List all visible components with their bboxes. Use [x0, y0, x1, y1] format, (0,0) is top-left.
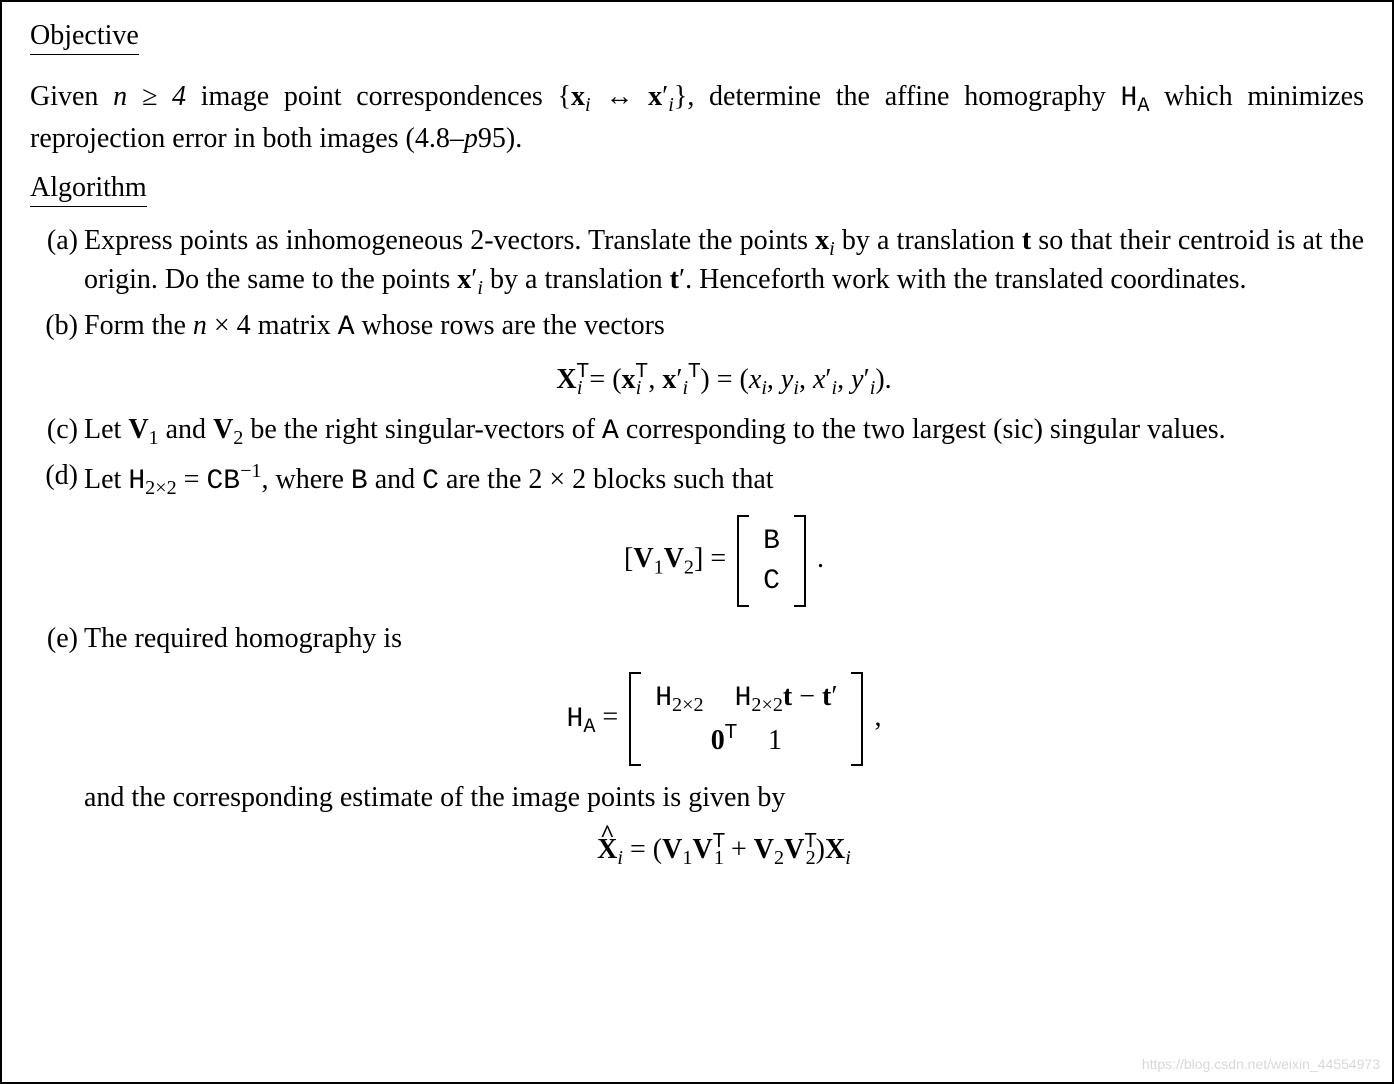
text: Given [30, 81, 113, 112]
matrix-cell-21: 0T [699, 719, 749, 760]
matrix-cell-B: B [751, 523, 792, 561]
step-c-marker: (c) [30, 412, 78, 449]
text: be the right singular-vectors of [243, 414, 602, 445]
math-B: B [351, 466, 368, 497]
text: Express points as inhomogeneous 2-vector… [84, 225, 815, 256]
watermark: https://blog.csdn.net/weixin_44554973 [1142, 1056, 1380, 1072]
math-A2: A [602, 416, 619, 447]
step-d: (d) Let H2×2 = CB−1, where B and C are t… [84, 458, 1364, 607]
objective-header: Objective [30, 20, 1364, 61]
math-HA: HA [1121, 83, 1150, 114]
math-C: C [422, 466, 439, 497]
text: by a translation [835, 225, 1022, 256]
math-xi: xi [815, 225, 835, 256]
text: matrix [251, 310, 338, 341]
math-H22eq: H2×2 = CB−1 [128, 464, 261, 495]
text: are the [439, 464, 528, 495]
math-correspondence-set: {xi ↔ x′i} [558, 81, 688, 112]
eq-end: , [874, 702, 881, 733]
text: whose rows are the vectors [355, 310, 665, 341]
objective-paragraph: Given n ≥ 4 image point correspondences … [30, 79, 1364, 158]
math-A: A [338, 312, 355, 343]
text: Let [84, 464, 128, 495]
step-b-marker: (b) [30, 308, 78, 345]
step-a-marker: (a) [30, 223, 78, 260]
math-V2: V2 [213, 414, 243, 445]
algorithm-header: Algorithm [30, 172, 1364, 213]
text: The required homography is [84, 623, 402, 654]
text: Let [84, 414, 128, 445]
equation-HA: HA = H2×2 H2×2t − t′ 0T 1 , [84, 672, 1364, 766]
equation-Xhat: Xi = (V1VT1 + V2VT2)Xi [84, 831, 1364, 868]
step-e: (e) The required homography is HA = H2×2… [84, 621, 1364, 868]
text: by a translation [483, 264, 670, 295]
matrix-cell-11: H2×2 [643, 678, 715, 719]
math-2x2: 2 × 2 [528, 464, 586, 495]
text: . Henceforth work with the translated co… [685, 264, 1246, 295]
text: and [368, 464, 422, 495]
matrix-cell-12: H2×2t − t′ [723, 678, 850, 719]
algorithm-title: Algorithm [30, 172, 147, 207]
text: image point correspondences [186, 81, 558, 112]
step-e-text2: and the corresponding estimate of the im… [84, 780, 1364, 817]
matrix-HA: H2×2 H2×2t − t′ 0T 1 [629, 672, 863, 766]
text: corresponding to the two largest (sic) s… [619, 414, 1226, 445]
algorithm-steps: (a) Express points as inhomogeneous 2-ve… [30, 223, 1364, 869]
eq-end: . [817, 544, 824, 575]
matrix-cell-22: 1 [756, 722, 794, 760]
math-xip: x′i [457, 264, 483, 295]
matrix-cell-C: C [751, 563, 792, 601]
equation-V1V2: [V1V2] = B C . [84, 515, 1364, 607]
step-d-marker: (d) [30, 458, 78, 495]
text: , determine the affine homography [687, 81, 1120, 112]
math-n-geq-4: n ≥ 4 [113, 81, 186, 112]
matrix-BC: B C [737, 515, 806, 607]
text: Form the [84, 310, 193, 341]
algorithm-box: Objective Given n ≥ 4 image point corres… [0, 0, 1394, 1084]
text: blocks such that [586, 464, 773, 495]
text: and [159, 414, 213, 445]
step-c: (c) Let V1 and V2 be the right singular-… [84, 412, 1364, 452]
objective-title: Objective [30, 20, 139, 55]
equation-Xi: XTi = (xTi , x′iT) = (xi, yi, x′i, y′i). [84, 361, 1364, 398]
math-nx4: n × 4 [193, 310, 251, 341]
step-a: (a) Express points as inhomogeneous 2-ve… [84, 223, 1364, 302]
step-b: (b) Form the n × 4 matrix A whose rows a… [84, 308, 1364, 398]
math-t: t [1022, 225, 1031, 256]
math-tp: t′ [670, 264, 685, 295]
math-V1: V1 [128, 414, 158, 445]
step-e-marker: (e) [30, 621, 78, 658]
text: , where [262, 464, 351, 495]
